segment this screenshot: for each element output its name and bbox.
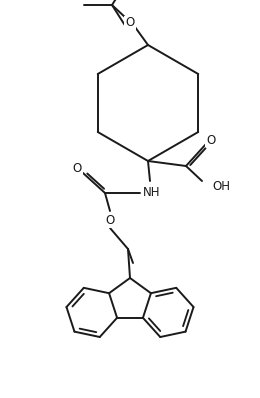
Text: O: O <box>72 162 82 174</box>
Text: NH: NH <box>143 187 161 199</box>
Text: O: O <box>206 133 216 146</box>
Text: O: O <box>125 16 135 29</box>
Text: OH: OH <box>212 179 230 193</box>
Text: O: O <box>105 215 115 228</box>
